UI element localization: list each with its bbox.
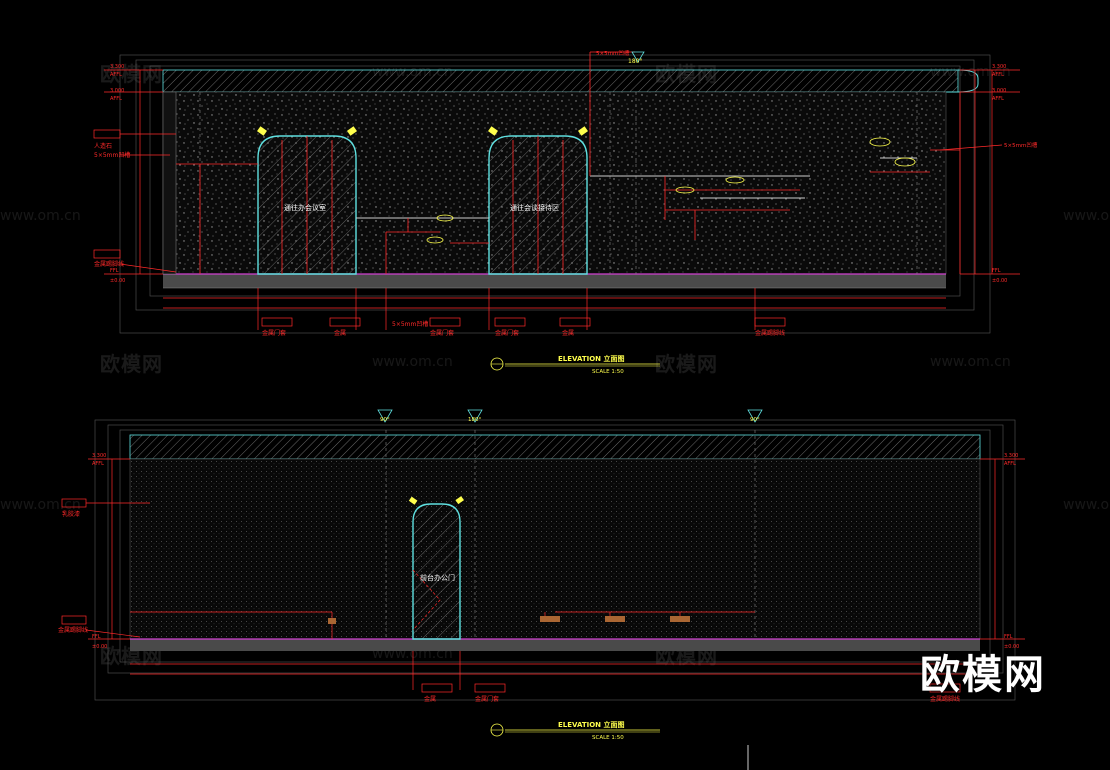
bottom-callout: 金属门套 bbox=[262, 329, 286, 337]
watermark-url: www.om.cn bbox=[372, 354, 453, 370]
level-label: AFFL bbox=[92, 461, 104, 467]
level-label: ±0.00 bbox=[1004, 644, 1019, 650]
level-label: 3.000 bbox=[110, 88, 124, 94]
bottom-callout: 金属 bbox=[562, 329, 574, 337]
door1-label: 通往办会议室 bbox=[284, 203, 326, 212]
angle-label: 90° bbox=[380, 417, 390, 423]
watermark-text: 欧模网 bbox=[100, 352, 163, 376]
bottom-callout: 金属踢脚线 bbox=[755, 329, 785, 337]
level-label: AFFL bbox=[110, 96, 122, 102]
level-label: 3.300 bbox=[110, 64, 124, 70]
left-callout-2: 5×5mm凹槽 bbox=[94, 151, 130, 159]
bottom-callout: 金属 bbox=[334, 329, 346, 337]
elevation2-scale: SCALE 1:50 bbox=[592, 735, 624, 741]
right-callout: 5×5mm凹槽 bbox=[1004, 141, 1038, 149]
left-callout-e2-1: 乳胶漆 bbox=[62, 510, 80, 518]
watermark-url: www.om.cn bbox=[0, 208, 81, 224]
watermark-text: 欧模网 bbox=[655, 352, 718, 376]
level-label: FFL bbox=[992, 268, 1001, 274]
level-label: 3.300 bbox=[992, 64, 1006, 70]
level-label: AFFL bbox=[1004, 461, 1016, 467]
bottom-callout-e2: 金属踢脚线 bbox=[930, 695, 960, 703]
door3-label: 前台办公门 bbox=[420, 573, 455, 582]
level-label: FFL bbox=[92, 634, 101, 640]
level-label: AFFL bbox=[992, 72, 1004, 78]
level-label: AFFL bbox=[992, 96, 1004, 102]
level-label: ±0.00 bbox=[992, 278, 1007, 284]
elevation1-scale: SCALE 1:50 bbox=[592, 369, 624, 375]
left-callout-e2-2: 金属踢脚线 bbox=[58, 626, 88, 634]
bottom-callout-e2: 金属 bbox=[424, 695, 436, 703]
level-label: 3.300 bbox=[92, 453, 106, 459]
level-label: FFL bbox=[1004, 634, 1013, 640]
door2-label: 通往会谈接待区 bbox=[510, 203, 559, 212]
bottom-callout: 金属门套 bbox=[430, 329, 454, 337]
left-callout-3: 金属踢脚线 bbox=[94, 260, 124, 268]
level-label: 3.000 bbox=[992, 88, 1006, 94]
left-callout-1: 人造石 bbox=[94, 142, 112, 150]
level-label: ±0.00 bbox=[92, 644, 107, 650]
watermark-url: www.om.cn bbox=[1063, 497, 1110, 513]
watermark-url: www.om.cn bbox=[0, 497, 81, 513]
elevation-1: 通往办会议室 通往会谈接待区 bbox=[93, 49, 1038, 375]
bottom-callout: 金属门套 bbox=[495, 329, 519, 337]
bottom-callout-e2: 金属门套 bbox=[475, 695, 499, 703]
arched-door-3 bbox=[412, 503, 461, 640]
top-callout-label: 5×5mm凹槽 bbox=[596, 49, 630, 57]
svg-text:180°: 180° bbox=[628, 58, 642, 65]
watermark-url: www.om.cn bbox=[1063, 208, 1110, 224]
level-label: 3.300 bbox=[1004, 453, 1018, 459]
bottom-callout: 5×5mm凹槽 bbox=[392, 320, 428, 328]
watermark-url: www.om.cn bbox=[930, 354, 1011, 370]
logo: 欧模网 bbox=[920, 652, 1046, 698]
level-label: AFFL bbox=[110, 72, 122, 78]
level-label: FFL bbox=[110, 268, 119, 274]
elevation2-title: ELEVATION 立面图 bbox=[558, 720, 624, 729]
elevation1-title: ELEVATION 立面图 bbox=[558, 354, 624, 363]
elevation-2: 前台办公门 90° 180° 90° 乳胶漆 bbox=[58, 409, 1025, 770]
angle-label: 90° bbox=[750, 417, 760, 423]
level-label: ±0.00 bbox=[110, 278, 125, 284]
angle-label: 180° bbox=[468, 417, 481, 423]
